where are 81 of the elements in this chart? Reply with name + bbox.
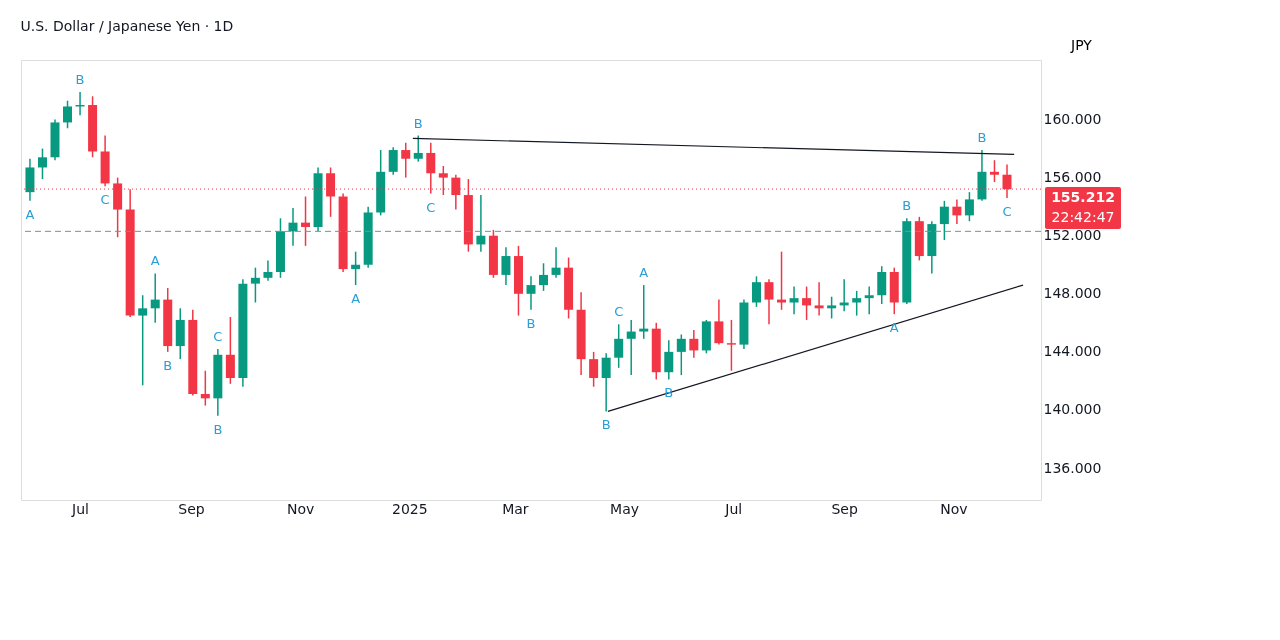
- y-tick-label: 156.000: [1043, 169, 1102, 186]
- candlestick: [589, 351, 599, 388]
- ref-line-label: 155.212: [1051, 189, 1115, 206]
- candlestick: [551, 246, 561, 279]
- candlestick: [301, 195, 311, 247]
- annotation: A: [639, 265, 649, 281]
- annotation: A: [889, 320, 899, 336]
- candlestick: [802, 285, 812, 321]
- y-tick-label: 160.000: [1043, 111, 1102, 128]
- annotation: C: [614, 304, 624, 320]
- candlestick: [526, 275, 536, 311]
- x-tick-label: Sep: [831, 500, 858, 517]
- candlestick: [714, 298, 724, 346]
- x-tick-label: Nov: [940, 500, 968, 517]
- candlestick: [263, 259, 273, 282]
- candlestick: [664, 339, 674, 381]
- candlestick: [388, 146, 398, 176]
- x-tick-label: Sep: [178, 500, 205, 517]
- x-tick-label: Jul: [724, 500, 743, 517]
- annotation: B: [977, 130, 987, 146]
- y-tick-label: 144.000: [1043, 343, 1102, 360]
- candlestick: [626, 319, 636, 376]
- candlestick: [676, 333, 686, 376]
- candlestick: [827, 295, 837, 320]
- candlestick: [764, 278, 774, 326]
- candlestick: [952, 198, 962, 225]
- annotation: A: [25, 206, 35, 222]
- candlestick: [726, 319, 736, 372]
- candlestick: [751, 275, 761, 308]
- candlestick: [501, 246, 511, 286]
- annotation: B: [213, 421, 223, 437]
- candlestick: [989, 159, 999, 183]
- candlestick: [864, 285, 874, 315]
- annotation: B: [413, 115, 423, 131]
- annotation: B: [75, 71, 85, 87]
- chart-title: U.S. Dollar / Japanese Yen · 1D: [20, 18, 234, 34]
- candlestick: [789, 285, 799, 315]
- annotation: B: [526, 315, 536, 331]
- annotation: C: [213, 328, 223, 344]
- x-tick-label: May: [610, 500, 640, 517]
- candlestick: [852, 290, 862, 317]
- annotation: A: [150, 253, 160, 269]
- candlestick: [939, 200, 949, 241]
- text: 22:42:47: [1051, 209, 1115, 226]
- candlestick: [413, 134, 423, 163]
- candlestick: [777, 250, 787, 311]
- candlestick: [601, 352, 611, 413]
- candlestick: [539, 262, 549, 292]
- y-tick-label: 140.000: [1043, 401, 1102, 418]
- candlestick: [639, 284, 649, 340]
- candlestick: [964, 191, 974, 222]
- annotation: C: [1002, 203, 1012, 219]
- annotation: A: [351, 291, 361, 307]
- candlestick: [150, 272, 160, 324]
- x-tick-label: Nov: [286, 500, 315, 517]
- y-axis-title: JPY: [1070, 36, 1093, 53]
- candlestick: [351, 250, 361, 286]
- annotation: C: [426, 199, 436, 215]
- candlestick: [476, 194, 486, 253]
- candlestick: [689, 329, 699, 359]
- candlestick: [200, 370, 210, 407]
- candlestick: [138, 294, 148, 387]
- candlestick: [250, 266, 260, 304]
- candlestick: [614, 323, 624, 369]
- x-tick-label: Jul: [71, 500, 90, 517]
- annotation: B: [902, 198, 912, 214]
- candlestick: [814, 281, 824, 317]
- candlestick: [288, 207, 298, 247]
- candlestick: [63, 99, 73, 129]
- y-tick-label: 148.000: [1043, 285, 1102, 302]
- x-tick-label: Mar: [502, 500, 529, 517]
- candlestick: [225, 316, 235, 385]
- y-tick-label: 152.000: [1043, 227, 1102, 244]
- annotation: B: [163, 357, 173, 373]
- candlestick: [37, 147, 47, 180]
- candlestick: [401, 142, 411, 179]
- y-tick-label: 136.000: [1043, 459, 1102, 476]
- candlestick: [877, 265, 887, 305]
- annotation: C: [100, 192, 110, 208]
- x-tick-label: 2025: [392, 500, 428, 517]
- annotation: B: [601, 417, 611, 433]
